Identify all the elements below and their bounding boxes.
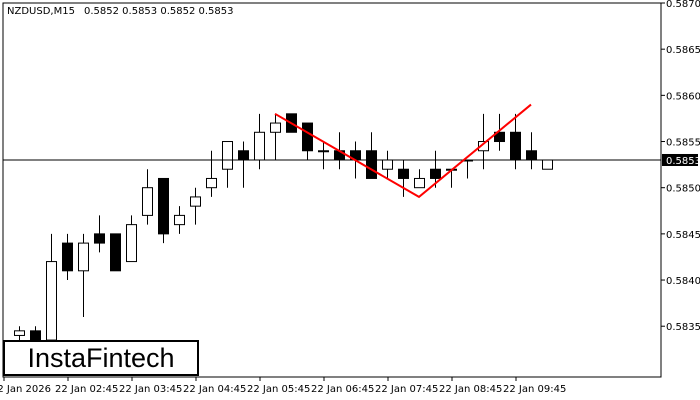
candle <box>142 169 153 225</box>
logo-text: InstaFintech <box>27 342 175 373</box>
candles <box>14 113 553 373</box>
candle-body-bear <box>430 168 441 179</box>
y-tick-label: 0.5835 <box>666 322 700 333</box>
candle <box>430 150 441 188</box>
candle <box>158 177 169 244</box>
candle-body-bull <box>46 261 57 341</box>
candle <box>318 141 329 170</box>
candle-body-bull <box>414 177 425 189</box>
candle <box>62 233 73 281</box>
current-price-tag: 0.5853 <box>662 153 700 167</box>
candle-body-bear <box>110 233 121 272</box>
candle <box>494 113 505 151</box>
candle-body-bull <box>270 122 281 133</box>
candle-body-bull <box>190 196 201 207</box>
candle <box>78 233 89 317</box>
y-axis: 0.5835 0.5840 0.5845 0.5850 0.5855 0.5860 0.58… <box>661 0 700 333</box>
candle <box>222 141 233 188</box>
candle-body-bear <box>302 122 313 152</box>
candle-body-bull <box>318 150 329 153</box>
x-tick-label: 22 Jan 07:45 <box>375 384 438 395</box>
candle-body-bull <box>542 159 553 170</box>
candle-body-bear <box>62 242 73 272</box>
candle-body-bear <box>526 150 537 161</box>
candle-body-bull <box>222 141 233 170</box>
candle <box>174 206 185 234</box>
candle-body-bear <box>94 233 105 244</box>
candle <box>190 187 201 225</box>
x-tick-label: 22 Jan 09:45 <box>503 384 566 395</box>
y-tick-label: 0.5840 <box>666 276 700 287</box>
plot-area <box>2 2 662 378</box>
candle <box>126 215 137 263</box>
x-tick-label: 22 Jan 04:45 <box>183 384 246 395</box>
candle-body-bull <box>14 330 25 336</box>
x-tick-label: 22 Jan 05:45 <box>247 384 310 395</box>
candle-body-bear <box>366 150 377 179</box>
current-price-label: 0.5853 <box>666 156 700 167</box>
candle-body-bull <box>126 224 137 263</box>
chart-symbol: NZDUSD,M15 <box>7 6 75 17</box>
logo: InstaFintech <box>3 340 199 376</box>
x-tick-label: 22 Jan 06:45 <box>311 384 374 395</box>
candle <box>206 150 217 197</box>
candle <box>94 215 105 253</box>
candle <box>302 122 313 160</box>
candle <box>542 159 553 170</box>
candle-body-bear <box>30 330 41 341</box>
candle-body-bull <box>78 242 89 272</box>
y-tick-label: 0.5845 <box>666 230 700 241</box>
candle <box>270 113 281 160</box>
chart-ohlc-values: 0.5852 0.5853 0.5852 0.5853 <box>84 6 234 17</box>
candle <box>110 233 121 272</box>
candle <box>414 169 425 189</box>
x-tick-label: 22 Jan 08:45 <box>439 384 502 395</box>
pattern-line <box>274 103 532 199</box>
y-tick-label: 0.5860 <box>666 91 700 102</box>
candle-body-bull <box>254 131 265 161</box>
double-top-pattern <box>274 103 532 199</box>
x-tick-label: 22 Jan 03:45 <box>119 384 182 395</box>
candle-body-bear <box>158 177 169 235</box>
candle-body-bear <box>238 150 249 161</box>
candle-body-bull <box>174 214 185 226</box>
candle-body-bull <box>478 141 489 152</box>
y-tick-label: 0.5855 <box>666 138 700 149</box>
current-price-box <box>662 153 698 166</box>
candle-body-bull <box>142 187 153 216</box>
x-tick-label: 22 Jan 02:45 <box>55 384 118 395</box>
candle-body-bull <box>206 177 217 189</box>
candle-body-bull <box>382 159 393 170</box>
candle-body-bear <box>510 131 521 161</box>
candle <box>398 159 409 197</box>
candle-body-bear <box>494 131 505 143</box>
candle <box>366 132 377 179</box>
y-tick-label: 0.5865 <box>666 45 700 56</box>
y-tick-label: 0.5870 <box>666 0 700 10</box>
y-tick-label: 0.5850 <box>666 184 700 195</box>
x-tick-label: 22 Jan 2026 <box>0 384 51 395</box>
candle-body-bear <box>398 168 409 179</box>
